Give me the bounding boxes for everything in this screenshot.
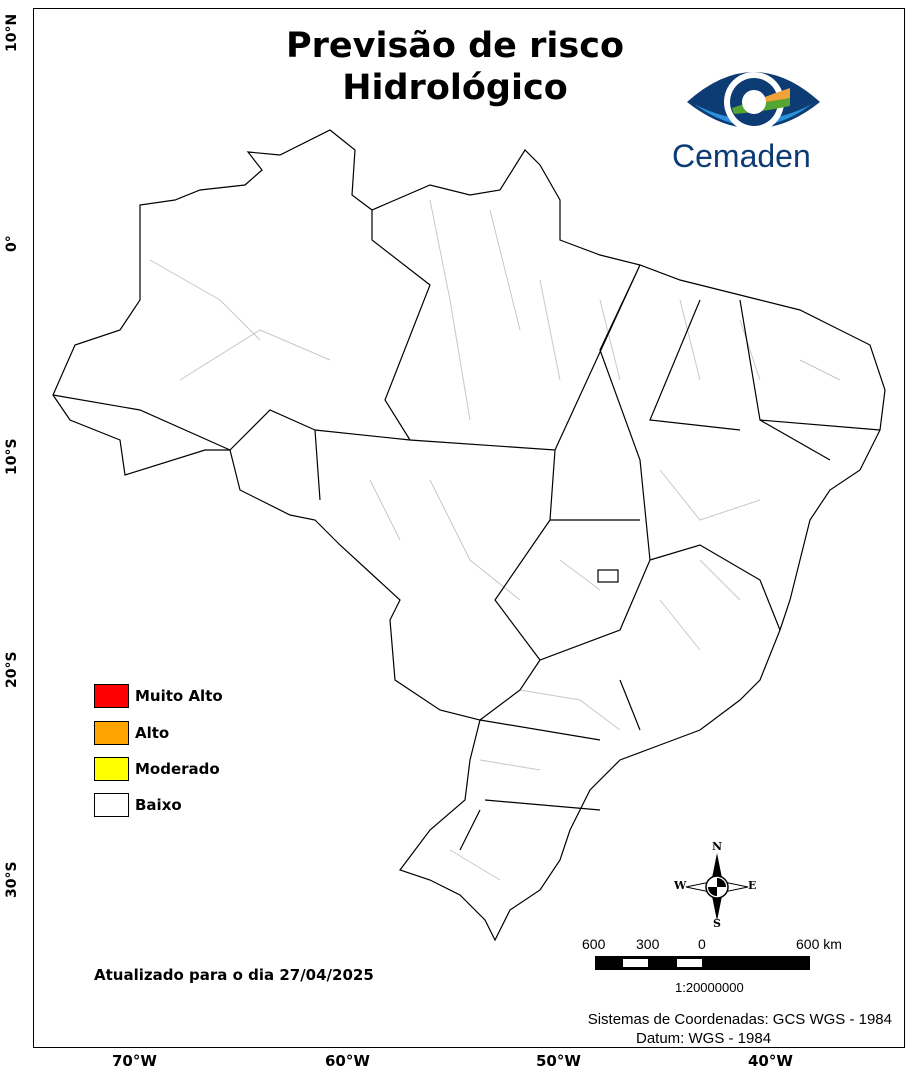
lat-label: 0° — [4, 235, 20, 252]
lon-label: 60°W — [325, 1052, 370, 1070]
scale-bar — [595, 956, 810, 970]
compass-rose-icon — [685, 853, 749, 921]
scale-label-0: 0 — [698, 936, 706, 952]
federal-district — [597, 569, 619, 583]
compass-n: N — [712, 840, 723, 853]
scale-label-600-km: 600 km — [796, 936, 842, 952]
scale-label-300: 300 — [636, 936, 660, 952]
legend-label: Baixo — [135, 796, 182, 814]
legend-item-alto: Alto — [94, 720, 169, 746]
legend-item-baixo: Baixo — [94, 792, 182, 818]
scale-ratio: 1:20000000 — [675, 980, 744, 995]
map-title-line2: Hidrológico — [342, 68, 568, 108]
legend-item-moderado: Moderado — [94, 756, 220, 782]
state-boundaries — [52, 210, 881, 851]
municipal-boundaries — [149, 199, 841, 881]
compass-s: S — [713, 917, 721, 930]
brazil-outline — [52, 129, 886, 942]
legend-swatch — [94, 721, 129, 745]
legend-swatch — [94, 793, 129, 817]
map-frame — [33, 8, 905, 1048]
legend-swatch — [94, 684, 129, 708]
coordinate-system: Sistemas de Coordenadas: GCS WGS - 1984 — [587, 1011, 892, 1028]
compass-w: W — [674, 879, 687, 892]
lat-label: 30°S — [4, 861, 20, 898]
compass-e: E — [748, 879, 757, 892]
north-arrow: N S W E — [672, 840, 762, 931]
lat-label: 10°N — [4, 13, 20, 52]
legend-swatch — [94, 757, 129, 781]
datum: Datum: WGS - 1984 — [636, 1030, 772, 1047]
logo-text: Cemaden — [672, 138, 811, 174]
legend-item-muito-alto: Muito Alto — [94, 683, 223, 709]
eye-icon — [687, 72, 820, 132]
cemaden-logo: Cemaden — [672, 60, 837, 180]
lon-label: 50°W — [536, 1052, 581, 1070]
scale-label-600-left: 600 — [582, 936, 606, 952]
legend-label: Alto — [135, 724, 170, 742]
lat-label: 10°S — [4, 438, 20, 475]
updated-date: Atualizado para o dia 27/04/2025 — [94, 966, 374, 984]
map-title-line1: Previsão de risco — [285, 26, 624, 66]
lat-label: 20°S — [4, 651, 20, 688]
legend-label: Muito Alto — [135, 687, 223, 705]
lon-label: 40°W — [748, 1052, 793, 1070]
lon-label: 70°W — [112, 1052, 157, 1070]
legend-label: Moderado — [135, 760, 220, 778]
